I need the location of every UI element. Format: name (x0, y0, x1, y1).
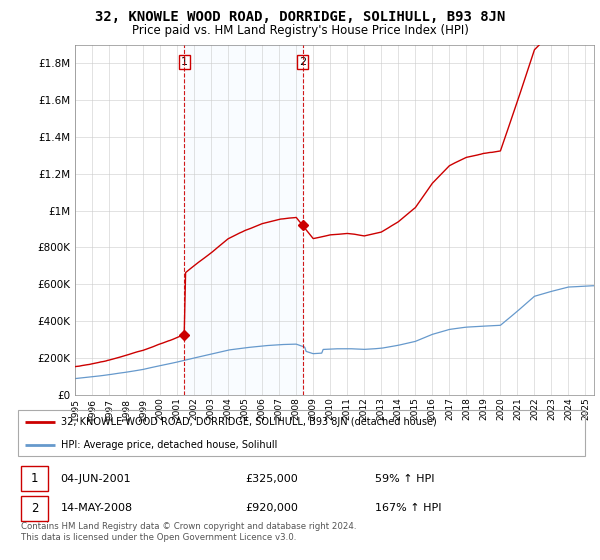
Text: 2: 2 (299, 57, 306, 67)
Text: 59% ↑ HPI: 59% ↑ HPI (375, 474, 435, 484)
Text: 14-MAY-2008: 14-MAY-2008 (61, 503, 133, 513)
Text: 167% ↑ HPI: 167% ↑ HPI (375, 503, 442, 513)
Text: HPI: Average price, detached house, Solihull: HPI: Average price, detached house, Soli… (61, 440, 277, 450)
Text: 1: 1 (31, 472, 38, 486)
Text: £920,000: £920,000 (245, 503, 298, 513)
Text: 04-JUN-2001: 04-JUN-2001 (61, 474, 131, 484)
Text: 2: 2 (31, 502, 38, 515)
Bar (21, 466, 48, 492)
Text: 1: 1 (181, 57, 188, 67)
Text: £325,000: £325,000 (245, 474, 298, 484)
Text: Contains HM Land Registry data © Crown copyright and database right 2024.
This d: Contains HM Land Registry data © Crown c… (21, 522, 356, 542)
Bar (21, 496, 48, 521)
Bar (184, 45, 302, 395)
Text: 32, KNOWLE WOOD ROAD, DORRIDGE, SOLIHULL, B93 8JN (detached house): 32, KNOWLE WOOD ROAD, DORRIDGE, SOLIHULL… (61, 417, 436, 427)
Text: 32, KNOWLE WOOD ROAD, DORRIDGE, SOLIHULL, B93 8JN: 32, KNOWLE WOOD ROAD, DORRIDGE, SOLIHULL… (95, 10, 505, 24)
Text: Price paid vs. HM Land Registry's House Price Index (HPI): Price paid vs. HM Land Registry's House … (131, 24, 469, 36)
